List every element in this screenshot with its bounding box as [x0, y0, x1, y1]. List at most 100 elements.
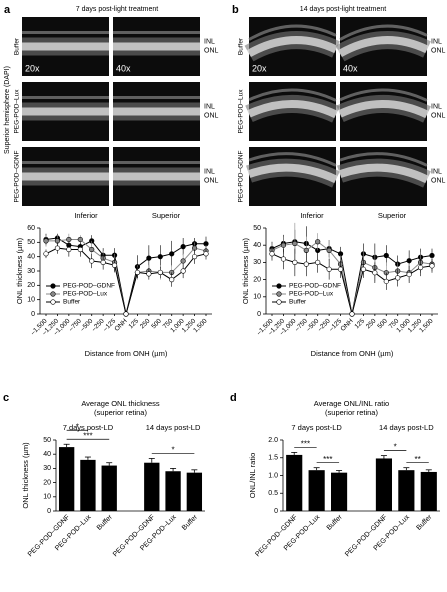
cell-layer — [247, 36, 338, 58]
marker — [326, 266, 332, 272]
cell-layer — [248, 88, 337, 102]
y-tick-label: 50 — [43, 437, 51, 444]
layer-label: ONL — [204, 112, 219, 119]
bar — [101, 465, 117, 511]
marker — [123, 311, 129, 317]
group-label: 7 days post-LD — [291, 423, 342, 432]
legend-marker — [50, 283, 56, 289]
group-label: 7 days post-LD — [63, 423, 114, 432]
y-tick-label: 20 — [253, 276, 261, 283]
x-tick-label: 250 — [139, 317, 152, 330]
row-label: PEG-POD–Lux — [14, 89, 21, 134]
bar — [286, 454, 303, 511]
y-tick-label: 50 — [253, 225, 261, 232]
marker — [66, 236, 72, 243]
marker — [292, 259, 298, 266]
magnification: 20x — [25, 63, 40, 73]
chart-subtitle: (superior retina) — [325, 408, 378, 417]
marker — [315, 239, 321, 245]
marker — [337, 266, 344, 272]
y-tick-label: 30 — [27, 268, 35, 275]
marker — [89, 258, 95, 264]
marker — [417, 264, 424, 271]
cell-layer — [248, 24, 337, 41]
panel-label: c — [3, 392, 9, 404]
y-axis-label: ONL thickness (µm) — [241, 237, 250, 304]
marker — [292, 240, 298, 247]
sig-label: ** — [414, 455, 420, 464]
cell-layer — [338, 99, 429, 119]
x-tick-label: Buffer — [326, 513, 345, 532]
marker — [180, 244, 186, 250]
marker — [169, 277, 175, 283]
bar — [308, 470, 325, 511]
legend-marker — [50, 299, 56, 305]
row-label: Buffer — [238, 37, 245, 55]
cell-layer — [338, 163, 429, 184]
marker — [157, 254, 163, 260]
chart-title: Average ONL/INL ratio — [314, 399, 389, 408]
y-tick-label: 30 — [43, 465, 51, 472]
side-title: Superior hemisphere (DAPI) — [4, 66, 11, 154]
x-axis-label: Distance from ONH (µm) — [85, 349, 168, 358]
marker — [315, 259, 321, 266]
legend-marker — [276, 283, 282, 289]
cell-layer — [247, 99, 338, 119]
magnification: 20x — [252, 63, 267, 73]
sig-label: * — [394, 443, 397, 452]
y-axis-label: ONL thickness (µm) — [15, 237, 24, 304]
y-tick-label: 10 — [43, 494, 51, 501]
bar — [420, 471, 437, 511]
row-label: PEG-POD–GDNF — [14, 150, 21, 202]
sig-label: *** — [301, 440, 310, 449]
legend-label: PEG-POD–GDNF — [289, 283, 341, 290]
panel-label: a — [4, 4, 11, 16]
marker — [54, 245, 61, 251]
x-axis-label: Distance from ONH (µm) — [311, 349, 394, 358]
region-label: Superior — [378, 211, 407, 220]
y-tick-label: 1.5 — [268, 455, 278, 462]
marker — [66, 246, 72, 253]
region-label: Inferior — [300, 211, 324, 220]
sig-label: * — [172, 446, 175, 455]
marker — [77, 246, 83, 253]
y-tick-label: 10 — [253, 294, 261, 301]
y-tick-label: 60 — [27, 225, 35, 232]
y-tick-label: 50 — [27, 239, 35, 246]
layer-label: INL — [204, 103, 215, 110]
magnification: 40x — [116, 63, 131, 73]
x-tick-label: PEG-POD–GDNF — [254, 514, 299, 559]
y-tick-label: 0 — [274, 508, 278, 515]
x-tick-label: 1,500 — [192, 317, 209, 334]
row-label: Buffer — [14, 37, 21, 55]
y-tick-label: 0 — [257, 311, 261, 318]
sig-label: * — [76, 422, 79, 431]
x-tick-label: 500 — [150, 317, 163, 330]
marker — [337, 251, 344, 257]
group-label: 14 days post-LD — [379, 423, 434, 432]
panel-label: d — [230, 392, 237, 404]
sig-label: *** — [323, 455, 332, 464]
y-tick-label: 20 — [43, 479, 51, 486]
layer-label: INL — [431, 103, 442, 110]
marker — [360, 266, 367, 272]
marker — [383, 252, 389, 259]
layer-label: ONL — [431, 177, 446, 184]
marker — [100, 259, 106, 266]
marker — [180, 268, 186, 274]
chart-title: Average ONL thickness — [81, 399, 160, 408]
y-tick-label: 40 — [43, 451, 51, 458]
layer-label: INL — [431, 168, 442, 175]
y-tick-label: 0.5 — [268, 490, 278, 497]
bar — [144, 462, 160, 511]
marker — [203, 251, 209, 257]
row-label: PEG-POD–GDNF — [238, 150, 245, 202]
marker — [157, 269, 163, 276]
marker — [111, 262, 118, 268]
layer-label: ONL — [431, 112, 446, 119]
legend-label: PEG-POD–Lux — [289, 291, 334, 298]
marker — [169, 251, 175, 257]
region-label: Inferior — [74, 211, 98, 220]
y-tick-label: 0 — [47, 508, 51, 515]
marker — [280, 256, 287, 262]
